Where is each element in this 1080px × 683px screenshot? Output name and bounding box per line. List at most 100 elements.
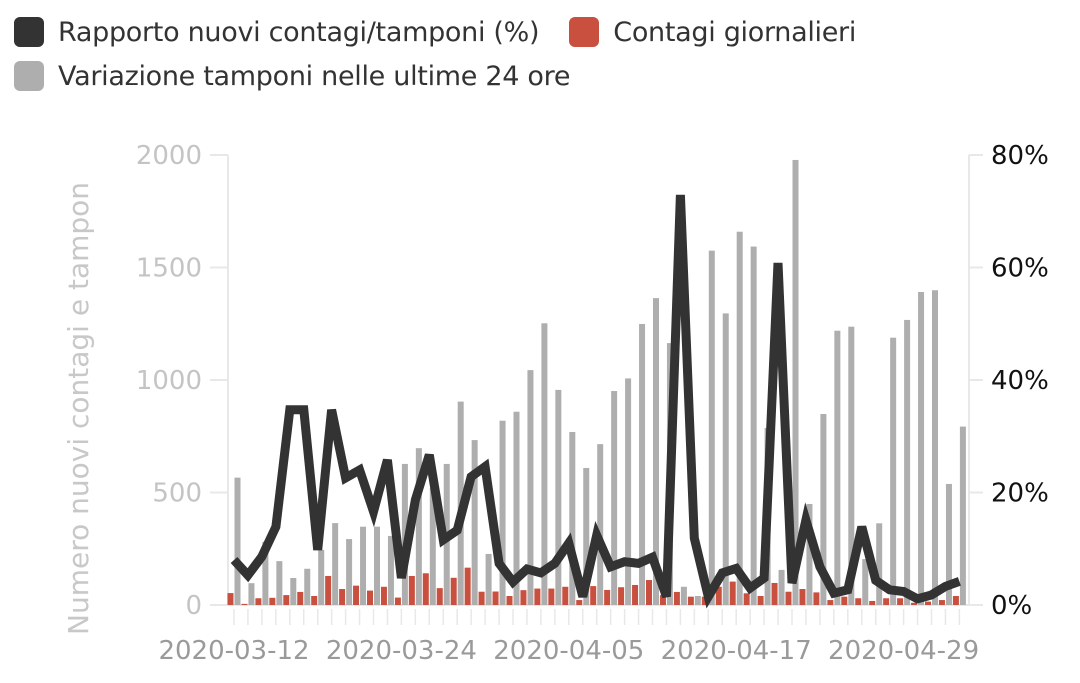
contagi-bar	[855, 598, 862, 605]
tamponi-bar	[387, 535, 394, 605]
contagi-bar	[883, 598, 890, 605]
tamponi-bar	[290, 578, 297, 605]
tamponi-bar	[248, 583, 255, 605]
contagi-bar	[394, 597, 401, 605]
tamponi-bar	[722, 313, 729, 605]
x-tick-label: 2020-03-24	[326, 636, 477, 666]
right-axis: 0% 20% 40% 60% 80%	[968, 141, 1049, 621]
y-axis-title: Numero nuovi contagi e tampon	[62, 182, 95, 635]
contagi-bar	[325, 575, 332, 605]
tamponi-bar	[415, 448, 422, 605]
x-tick-label: 2020-03-12	[158, 636, 309, 666]
contagi-bar	[534, 588, 541, 605]
ratio-polyline	[230, 194, 961, 609]
contagi-bar	[380, 586, 387, 605]
contagi-bar	[673, 591, 680, 605]
tamponi-bar	[611, 391, 618, 605]
contagi-bar	[785, 591, 792, 605]
tamponi-bar	[694, 596, 701, 605]
tamponi-bar	[304, 568, 311, 605]
contagi-bar	[283, 595, 290, 605]
tamponi-bar	[653, 298, 659, 605]
tamponi-bar	[360, 526, 367, 605]
contagi-bar	[576, 600, 583, 605]
contagi-bar	[311, 596, 318, 605]
tamponi-bar	[932, 290, 938, 605]
tamponi-bar	[639, 323, 646, 605]
contagi-bar	[743, 593, 750, 605]
contagi-bar	[841, 596, 848, 605]
tamponi-bar	[959, 426, 966, 605]
x-tick-label: 2020-04-05	[493, 636, 644, 666]
contagi-bar	[492, 591, 499, 605]
contagi-bar	[715, 586, 722, 605]
contagi-bar	[241, 603, 248, 605]
legend-row-2: Variazione tamponi nelle ultime 24 ore	[14, 54, 1014, 98]
ratio-line	[230, 194, 961, 609]
contagi-bar	[604, 589, 611, 605]
legend: Rapporto nuovi contagi/tamponi (%) Conta…	[14, 10, 1014, 98]
contagi-bar	[897, 598, 904, 605]
contagi-bar	[408, 575, 415, 605]
tamponi-swatch-icon	[14, 61, 44, 91]
right-tick-label: 40%	[991, 366, 1049, 396]
contagi-bar	[506, 596, 513, 605]
x-tick-label: 2020-04-29	[828, 636, 979, 666]
tamponi-bar	[318, 549, 325, 605]
tamponi-bar	[918, 292, 925, 605]
tamponi-bar	[527, 370, 534, 605]
tamponi-bar	[597, 444, 604, 605]
tamponi-bar	[276, 561, 283, 605]
contagi-bar	[367, 590, 373, 605]
contagi-bar	[464, 567, 471, 605]
contagi-bar	[478, 591, 485, 605]
contagi-bar	[339, 589, 346, 605]
bars	[227, 159, 966, 605]
ratio-swatch-icon	[14, 17, 44, 47]
left-tick-label: 1000	[136, 366, 202, 396]
tamponi-bar	[583, 467, 590, 605]
contagi-bar	[757, 596, 764, 605]
tamponi-bar	[848, 326, 855, 605]
tamponi-bar	[792, 159, 799, 605]
contagi-bar	[422, 573, 429, 605]
legend-item-contagi[interactable]: Contagi giornalieri	[569, 17, 856, 48]
contagi-bar	[869, 600, 876, 605]
tamponi-bar	[862, 559, 869, 605]
tamponi-bar	[750, 246, 757, 605]
contagi-bar	[548, 588, 555, 605]
legend-item-ratio[interactable]: Rapporto nuovi contagi/tamponi (%)	[14, 17, 540, 48]
tamponi-bar	[471, 440, 478, 605]
tamponi-bar	[904, 319, 911, 605]
tamponi-bar	[890, 337, 897, 605]
contagi-bar	[297, 591, 304, 605]
contagi-bar	[925, 601, 931, 605]
legend-item-tamponi[interactable]: Variazione tamponi nelle ultime 24 ore	[14, 61, 570, 92]
x-tick-label: 2020-04-17	[661, 636, 812, 666]
tamponi-bar	[778, 569, 785, 605]
tamponi-bar	[680, 586, 687, 605]
contagi-bar	[659, 595, 666, 605]
contagi-bar	[353, 585, 360, 605]
contagi-bar	[632, 584, 639, 605]
tamponi-bar	[374, 526, 380, 605]
tamponi-bar	[736, 231, 743, 605]
tamponi-bar	[806, 503, 813, 605]
tamponi-bar	[262, 541, 269, 605]
contagi-swatch-icon	[569, 17, 600, 47]
tamponi-bar	[708, 250, 715, 605]
left-tick-label: 2000	[136, 141, 202, 171]
contagi-bar	[813, 592, 820, 605]
tamponi-bar	[234, 477, 241, 605]
contagi-bar	[938, 600, 945, 605]
left-tick-label: 1500	[136, 254, 202, 284]
tamponi-bar	[541, 323, 548, 605]
contagi-bar	[562, 586, 569, 605]
contagi-bar	[618, 587, 625, 605]
contagi-bar	[687, 596, 694, 605]
left-axis: 0 500 1000 1500 2000	[136, 141, 229, 621]
legend-label-contagi: Contagi giornalieri	[613, 16, 857, 48]
contagi-bar	[590, 586, 597, 605]
contagi-bar	[450, 577, 457, 605]
